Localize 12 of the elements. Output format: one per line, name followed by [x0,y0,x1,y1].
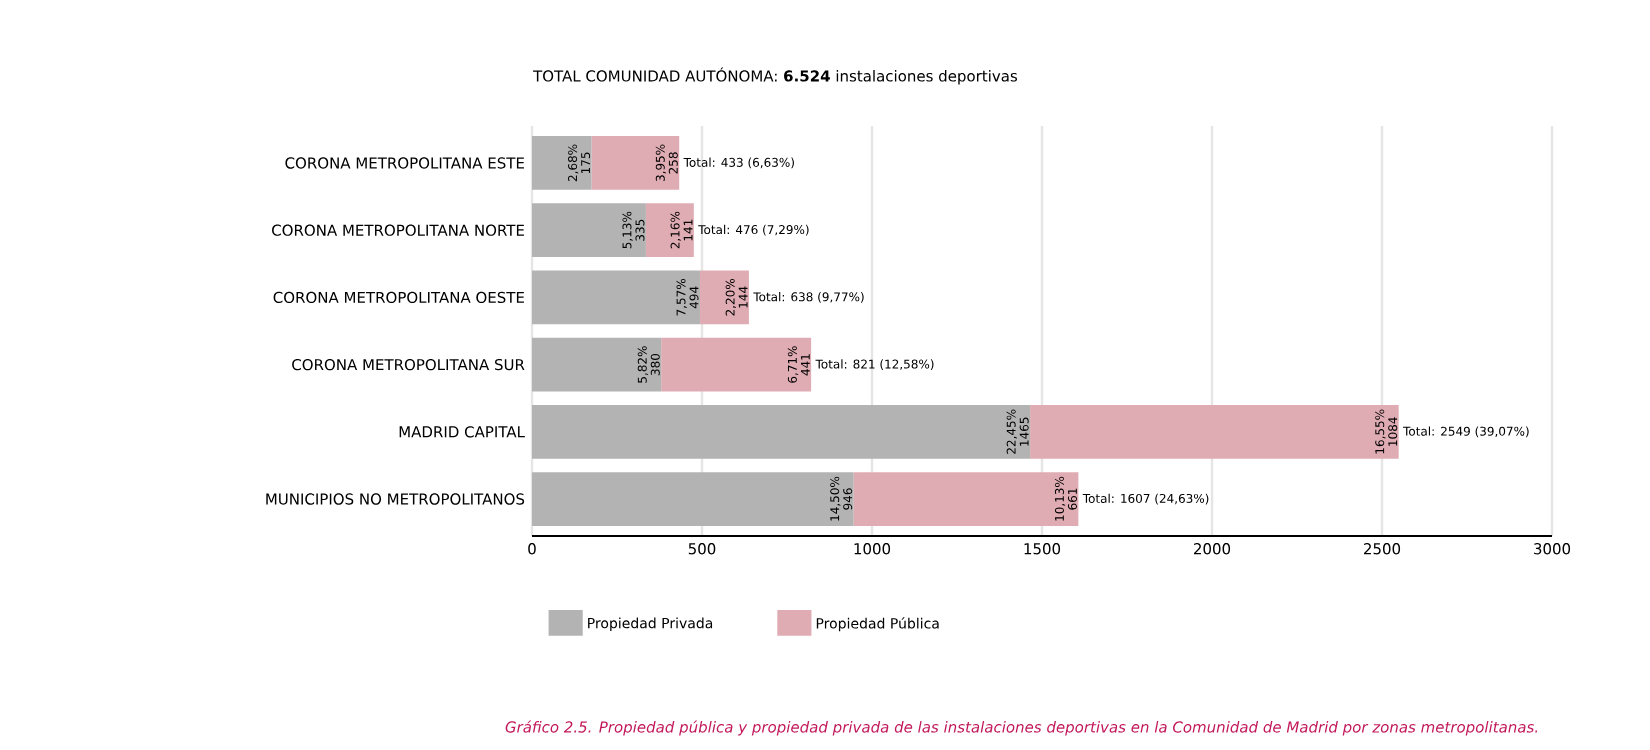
bar [591,136,680,190]
bar [699,270,749,325]
bar [531,270,700,325]
bar [853,472,1079,526]
bar [531,136,592,190]
bar [645,203,694,258]
bar [531,337,662,392]
bar [661,337,812,392]
bar [1030,404,1399,459]
bar [531,203,646,258]
bar [531,472,854,526]
bar [531,404,1031,459]
